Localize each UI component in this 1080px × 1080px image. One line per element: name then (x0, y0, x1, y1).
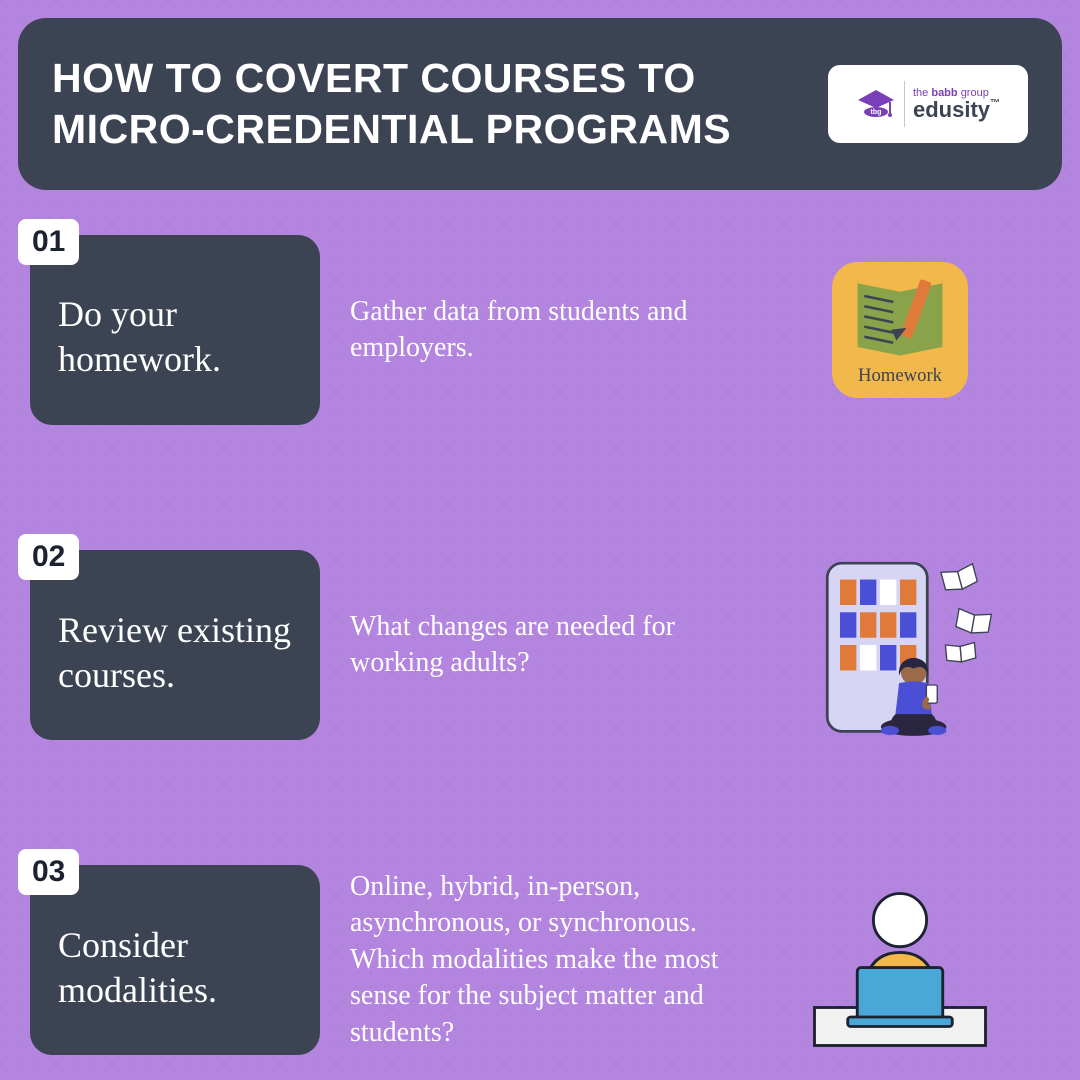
brand-logo: tbg the babb group edusity™ (828, 65, 1028, 143)
step-card: 03 Consider modalities. (30, 865, 320, 1055)
logo-line2: edusity™ (913, 99, 1000, 121)
homework-icon: Homework (800, 230, 1000, 430)
step-row: 01 Do your homework. Gather data from st… (30, 230, 1050, 430)
logo-brand: edusity (913, 97, 990, 122)
header-panel: HOW TO COVERT COURSES TO MICRO-CREDENTIA… (18, 18, 1062, 190)
step-desc: Online, hybrid, in-person, asynchronous,… (350, 869, 770, 1051)
step-row: 02 Review existing courses. What changes… (30, 545, 1050, 745)
step-desc: Gather data from students and employers. (350, 294, 770, 367)
step-title: Review existing courses. (58, 608, 292, 698)
step-row: 03 Consider modalities. Online, hybrid, … (30, 860, 1050, 1060)
homework-caption: Homework (858, 365, 943, 386)
title-line: HOW TO COVERT COURSES TO MICRO-CREDENTIA… (52, 55, 731, 152)
step-number-badge: 03 (18, 849, 79, 895)
logo-tbg-text: tbg (871, 109, 882, 116)
step-number-badge: 01 (18, 219, 79, 265)
laptop-person-icon (800, 860, 1000, 1060)
steps-container: 01 Do your homework. Gather data from st… (30, 230, 1050, 1060)
logo-text: the babb group edusity™ (913, 88, 1000, 121)
step-card: 02 Review existing courses. (30, 550, 320, 740)
page-title: HOW TO COVERT COURSES TO MICRO-CREDENTIA… (52, 53, 731, 156)
logo-divider (904, 81, 905, 127)
logo-tm: ™ (990, 98, 1000, 109)
step-title: Consider modalities. (58, 923, 292, 1013)
step-number-badge: 02 (18, 534, 79, 580)
step-title: Do your homework. (58, 292, 292, 382)
grad-cap-icon: tbg (856, 84, 896, 124)
reading-icon (800, 545, 1000, 745)
step-card: 01 Do your homework. (30, 235, 320, 425)
step-desc: What changes are needed for working adul… (350, 609, 770, 682)
